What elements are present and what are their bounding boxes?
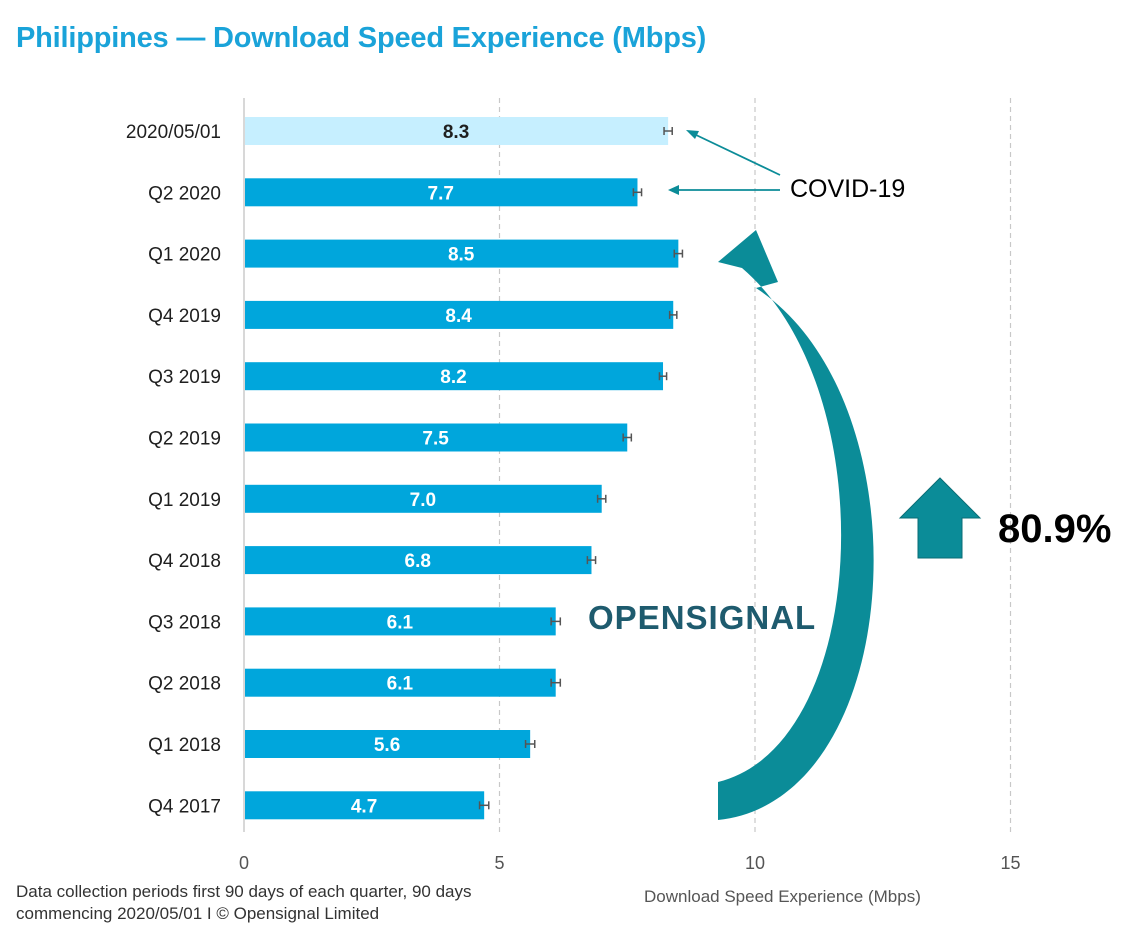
covid-arrow-top [693, 133, 781, 176]
value-labels: 8.3 7.7 8.5 8.4 8.2 7.5 7.0 6.8 6.1 6.1 5.6 4.7 [351, 122, 475, 817]
bar [245, 423, 628, 452]
opensignal-logo: OPENSIGNAL [588, 599, 817, 636]
category-label: Q1 2018 [148, 735, 221, 756]
value-label: 6.1 [387, 612, 414, 633]
bar [245, 178, 638, 207]
category-label: Q3 2019 [148, 367, 221, 388]
category-label: Q1 2019 [148, 490, 221, 511]
bar [245, 791, 485, 820]
value-label: 8.5 [448, 245, 475, 266]
value-label: 6.1 [387, 674, 414, 695]
footnote-line-2: commencing 2020/05/01 I © Opensignal Lim… [16, 904, 380, 923]
up-arrow-icon [898, 477, 982, 559]
category-label: 2020/05/01 [126, 122, 221, 143]
category-label: Q2 2018 [148, 674, 221, 695]
category-label: Q2 2020 [148, 183, 221, 204]
page-title: Philippines — Download Speed Experience … [16, 22, 707, 54]
category-label: Q4 2019 [148, 306, 221, 327]
growth-percentage: 80.9% [998, 507, 1111, 551]
footnote-line-1: Data collection periods first 90 days of… [16, 882, 472, 901]
category-label: Q2 2019 [148, 429, 221, 450]
x-tick-labels: 0 5 10 15 [239, 853, 1021, 873]
value-label: 5.6 [374, 735, 400, 756]
covid-19-label: COVID-19 [790, 175, 905, 203]
bar [245, 730, 531, 758]
category-label: Q4 2017 [148, 796, 221, 817]
value-label: 4.7 [351, 796, 377, 817]
covid-arrowhead-bottom [668, 185, 679, 195]
value-label: 8.3 [443, 122, 469, 143]
bar [245, 484, 602, 513]
category-label: Q1 2020 [148, 245, 221, 266]
bar [245, 668, 556, 697]
value-label: 7.0 [410, 490, 436, 511]
error-bars [478, 127, 684, 810]
value-label: 7.7 [428, 183, 454, 204]
covid-arrowhead-top [686, 130, 699, 139]
x-tick-label: 15 [1000, 853, 1020, 873]
value-label: 6.8 [405, 551, 431, 572]
x-tick-label: 10 [745, 853, 765, 873]
bar [245, 117, 669, 145]
footnote: Data collection periods first 90 days of… [16, 881, 576, 925]
bars [245, 117, 679, 820]
bar [245, 300, 674, 329]
x-axis-title: Download Speed Experience (Mbps) [644, 887, 921, 906]
x-tick-label: 5 [494, 853, 504, 873]
covid-annotation-arrows [668, 130, 781, 195]
value-label: 8.4 [445, 306, 472, 327]
bar [245, 546, 592, 575]
value-label: 7.5 [422, 429, 449, 450]
growth-curved-arrow-icon [718, 230, 874, 820]
bar [245, 362, 664, 391]
category-label: Q4 2018 [148, 551, 221, 572]
bar [245, 239, 679, 268]
x-tick-label: 0 [239, 853, 249, 873]
category-labels: 2020/05/01 Q2 2020 Q1 2020 Q4 2019 Q3 2019 Q2… [126, 122, 221, 817]
bar [245, 607, 556, 636]
gridlines [243, 98, 1012, 832]
value-label: 8.2 [440, 367, 466, 388]
category-label: Q3 2018 [148, 612, 221, 633]
